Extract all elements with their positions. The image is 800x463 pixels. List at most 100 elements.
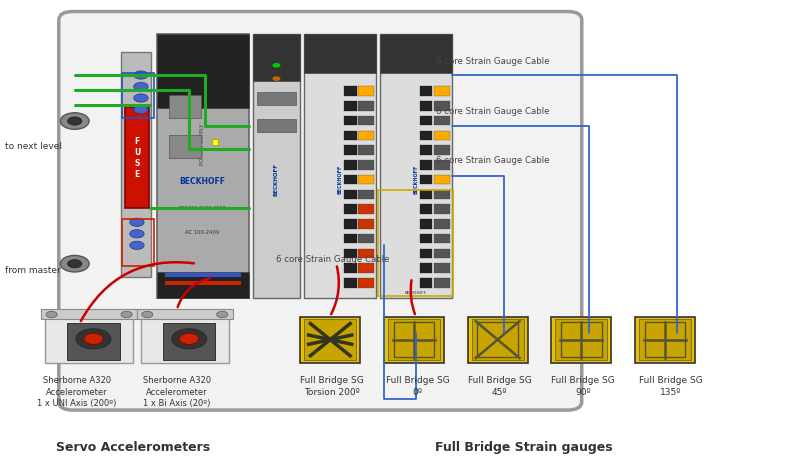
Bar xyxy=(419,190,433,199)
Bar xyxy=(122,73,154,118)
Text: 6 core Strain Gauge Cable: 6 core Strain Gauge Cable xyxy=(436,57,550,66)
Circle shape xyxy=(130,230,144,238)
Bar xyxy=(42,309,137,319)
Bar xyxy=(344,263,357,273)
Bar xyxy=(157,272,249,298)
Bar xyxy=(635,317,695,363)
Bar xyxy=(358,278,374,288)
Bar xyxy=(434,204,450,214)
Circle shape xyxy=(130,218,144,226)
Circle shape xyxy=(121,311,132,318)
Bar xyxy=(141,310,229,363)
Bar xyxy=(434,249,450,258)
Bar xyxy=(253,34,300,298)
Bar xyxy=(163,323,215,360)
Bar xyxy=(344,145,357,155)
Bar xyxy=(344,160,357,170)
Bar xyxy=(344,175,357,184)
Bar xyxy=(434,234,450,244)
Bar xyxy=(378,190,454,295)
Text: AC 100-240V: AC 100-240V xyxy=(186,230,220,235)
Bar xyxy=(344,131,357,140)
Bar xyxy=(358,145,374,155)
Bar xyxy=(419,278,433,288)
Bar xyxy=(125,107,149,208)
Bar xyxy=(358,175,374,184)
Circle shape xyxy=(217,311,228,318)
Bar xyxy=(67,323,120,360)
Bar xyxy=(434,175,450,184)
Text: 6 core Strain Gauge Cable: 6 core Strain Gauge Cable xyxy=(277,255,390,263)
Bar xyxy=(419,234,433,244)
Bar xyxy=(257,119,296,131)
Bar xyxy=(555,319,607,360)
Bar xyxy=(358,249,374,258)
Bar xyxy=(344,249,357,258)
Text: Full Bridge SG
0º: Full Bridge SG 0º xyxy=(386,376,450,397)
Bar xyxy=(304,319,356,360)
Circle shape xyxy=(179,333,198,344)
Bar xyxy=(358,101,374,111)
Bar xyxy=(419,101,433,111)
Bar xyxy=(157,34,249,108)
Text: BECKHOFF: BECKHOFF xyxy=(414,164,418,194)
Bar xyxy=(419,87,433,96)
Bar xyxy=(358,190,374,199)
Text: BECKHOFF: BECKHOFF xyxy=(274,163,279,196)
Bar xyxy=(358,219,374,229)
Text: Full Bridge SG
45º: Full Bridge SG 45º xyxy=(468,376,531,397)
Text: 6 core Strain Gauge Cable: 6 core Strain Gauge Cable xyxy=(436,107,550,116)
Circle shape xyxy=(60,256,89,272)
Bar xyxy=(419,145,433,155)
Bar xyxy=(169,95,201,118)
Bar xyxy=(380,34,452,298)
Bar xyxy=(358,160,374,170)
Circle shape xyxy=(171,329,206,349)
Text: 6 core Strain Gauge Cable: 6 core Strain Gauge Cable xyxy=(436,156,550,165)
Bar xyxy=(157,34,249,298)
Text: BECKHOFF: BECKHOFF xyxy=(338,164,342,194)
Bar xyxy=(358,131,374,140)
Bar xyxy=(257,92,296,105)
Bar xyxy=(137,309,233,319)
Bar xyxy=(419,219,433,229)
FancyBboxPatch shape xyxy=(58,12,582,410)
Circle shape xyxy=(130,241,144,250)
Circle shape xyxy=(134,82,148,91)
Circle shape xyxy=(142,311,153,318)
Circle shape xyxy=(273,63,281,68)
Circle shape xyxy=(60,113,89,129)
Text: F
U
S
E: F U S E xyxy=(134,137,140,179)
Text: Full Bridge SG
Torsion 200º: Full Bridge SG Torsion 200º xyxy=(300,376,364,397)
Bar xyxy=(344,101,357,111)
Bar xyxy=(169,135,201,158)
Circle shape xyxy=(46,311,57,318)
Bar xyxy=(388,319,440,360)
Bar xyxy=(344,234,357,244)
Bar xyxy=(419,116,433,125)
Circle shape xyxy=(134,106,148,114)
Text: Full Bridge SG
135º: Full Bridge SG 135º xyxy=(639,376,703,397)
Circle shape xyxy=(76,329,111,349)
Bar xyxy=(434,219,450,229)
Bar xyxy=(358,204,374,214)
Bar xyxy=(344,190,357,199)
Circle shape xyxy=(134,94,148,102)
Bar xyxy=(434,101,450,111)
Text: BECKHOFF: BECKHOFF xyxy=(405,291,427,294)
Bar xyxy=(561,322,602,357)
Bar xyxy=(165,273,241,277)
Bar xyxy=(434,87,450,96)
Bar xyxy=(394,322,434,357)
Text: Sherborne A320
Accelerometer
1 x UNI Axis (200º): Sherborne A320 Accelerometer 1 x UNI Axi… xyxy=(38,376,117,407)
Bar xyxy=(419,249,433,258)
Bar xyxy=(304,34,376,73)
Text: PS1011-2403 0002: PS1011-2403 0002 xyxy=(179,206,226,211)
Bar xyxy=(344,204,357,214)
Bar xyxy=(478,322,518,357)
Circle shape xyxy=(84,333,103,344)
Text: Full Bridge SG
90º: Full Bridge SG 90º xyxy=(551,376,615,397)
Bar xyxy=(419,263,433,273)
Bar xyxy=(344,219,357,229)
Bar xyxy=(434,263,450,273)
